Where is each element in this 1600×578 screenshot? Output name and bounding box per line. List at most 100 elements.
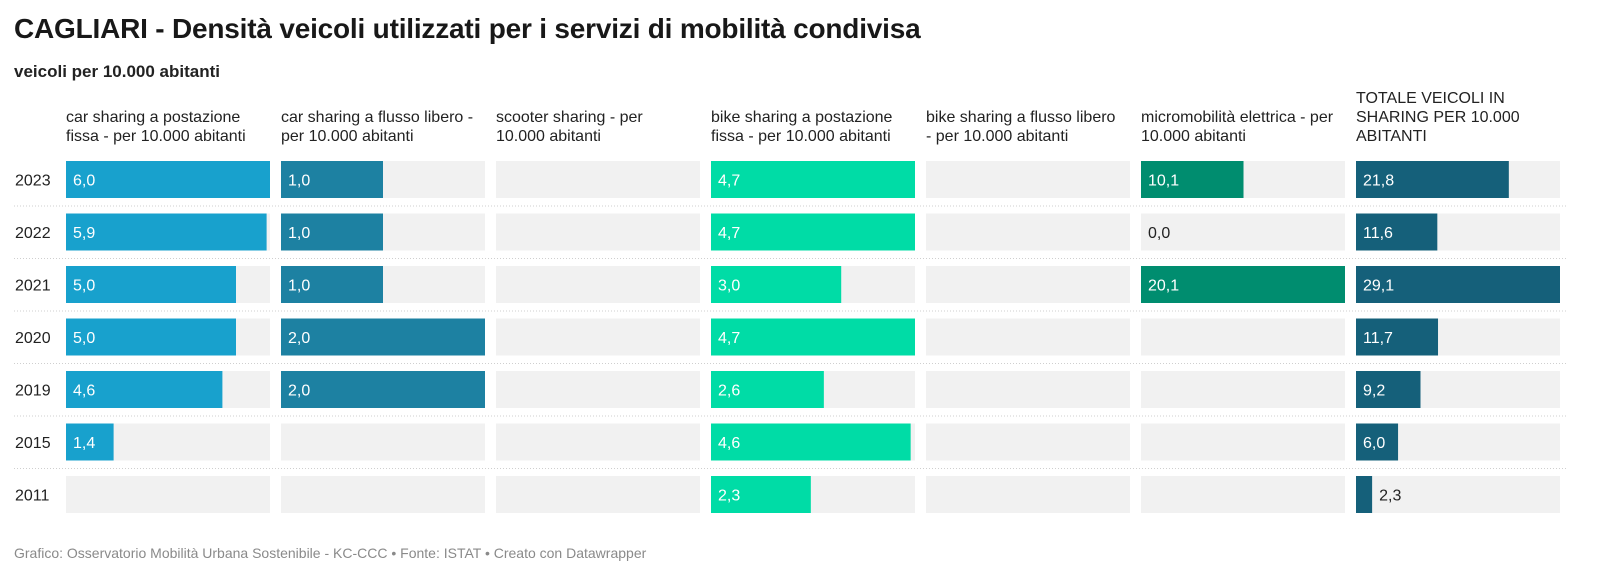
bar-value-label: 5,9 [73,225,95,242]
chart-title: CAGLIARI - Densità veicoli utilizzati pe… [14,13,921,44]
bar [711,476,811,513]
bar-value-label: 4,7 [718,330,740,347]
column-header-label: scooter sharing - per [496,109,643,126]
bar-value-label: 4,6 [73,383,95,400]
bar [1356,423,1399,461]
column-header-label: per 10.000 abitanti [281,128,414,145]
bar-track [281,423,485,461]
column-header-label: TOTALE VEICOLI IN [1356,90,1505,107]
bar [711,161,915,198]
bar [281,371,485,408]
bar-value-label: 20,1 [1148,278,1179,295]
bar-value-label: 2,0 [288,330,310,347]
row-year-label: 2019 [15,383,51,400]
bar-track [496,318,700,356]
bar-value-label: 5,0 [73,330,95,347]
bar-track [496,213,700,251]
bar-value-label: 1,4 [73,435,95,452]
row-year-label: 2020 [15,330,51,347]
bar-track [926,318,1130,356]
bar-value-label: 2,0 [288,383,310,400]
bar-track [496,371,700,408]
bar-track [496,266,700,303]
bar [66,266,236,303]
bar-track [926,213,1130,251]
bar-track [1141,318,1345,356]
bar [1141,161,1244,198]
bar-value-label: 1,0 [288,278,310,295]
bar-track [926,476,1130,513]
bar-track [1141,476,1345,513]
bar [711,318,915,356]
chart-subtitle: veicoli per 10.000 abitanti [14,62,220,81]
bar-value-label: 21,8 [1363,173,1394,190]
bar [281,161,383,198]
bar-track [1141,423,1345,461]
bar-value-label: 5,0 [73,278,95,295]
bar-value-label: 6,0 [1363,435,1385,452]
bar [711,371,824,408]
bar-value-label: 9,2 [1363,383,1385,400]
bar-track [1141,371,1345,408]
row-year-label: 2022 [15,225,51,242]
column-header-label: 10.000 abitanti [496,128,601,145]
bar [66,423,114,461]
bar-value-label: 29,1 [1363,278,1394,295]
bar-value-label: 11,6 [1363,225,1393,242]
bar [66,161,270,198]
column-header-label: bike sharing a flusso libero [926,109,1116,126]
bar [1356,318,1439,356]
bar-track [1141,213,1345,251]
column-header-label: - per 10.000 abitanti [926,128,1068,145]
column-header-label: micromobilità elettrica - per [1141,109,1334,126]
bar-track [496,476,700,513]
column-header-label: 10.000 abitanti [1141,128,1246,145]
column-header-label: bike sharing a postazione [711,109,893,126]
bar-value-label: 1,0 [288,173,310,190]
bar-track [926,161,1130,198]
bar-value-label: 11,7 [1363,330,1393,347]
bar [66,318,236,356]
bar-track [1356,476,1560,513]
column-header-label: ABITANTI [1356,128,1427,145]
bar-track [66,476,270,513]
bar [1356,266,1560,303]
row-year-label: 2021 [15,278,51,295]
bar [1356,161,1509,198]
column-header-label: car sharing a postazione [66,109,240,126]
row-year-label: 2011 [15,488,50,505]
row-year-label: 2023 [15,173,51,190]
bar-track [496,161,700,198]
bar [1141,266,1345,303]
row-year-label: 2015 [15,435,51,452]
bar-value-label: 2,6 [718,383,740,400]
column-header-label: fissa - per 10.000 abitanti [66,128,246,145]
bar-track [926,371,1130,408]
bar [281,213,383,251]
bar [66,213,267,251]
bar [66,371,223,408]
bar-value-label: 4,6 [718,435,740,452]
bar-value-label: 0,0 [1148,225,1170,242]
bar-value-label: 1,0 [288,225,310,242]
bar [281,318,485,356]
bar [711,266,842,303]
bar-track [281,476,485,513]
bar [711,213,915,251]
bar-track [926,423,1130,461]
bar-value-label: 2,3 [1379,488,1401,505]
bar [281,266,383,303]
bar [1356,476,1373,513]
bar-value-label: 4,7 [718,173,740,190]
bar-value-label: 2,3 [718,488,740,505]
bar-value-label: 3,0 [718,278,740,295]
column-header-label: fissa - per 10.000 abitanti [711,128,891,145]
bar [1356,213,1438,251]
bar-value-label: 4,7 [718,225,740,242]
bar-value-label: 6,0 [73,173,95,190]
bar-track [926,266,1130,303]
bar [711,423,911,461]
bar [1356,371,1421,408]
bar-track [496,423,700,461]
